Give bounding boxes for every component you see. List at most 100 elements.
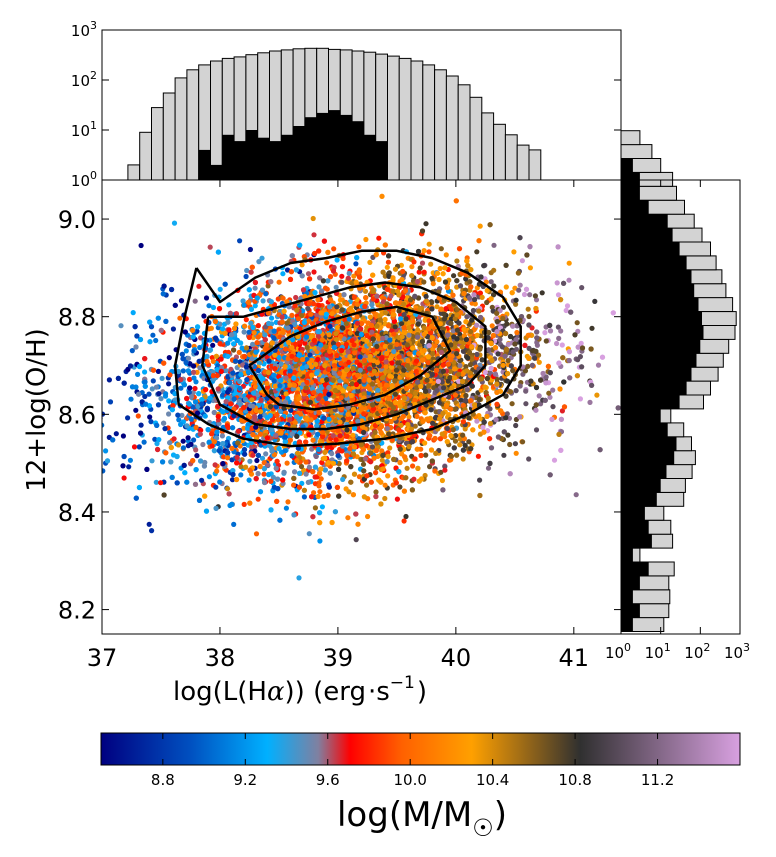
scatter-point (156, 437, 162, 443)
scatter-point (237, 238, 243, 244)
scatter-point (260, 298, 266, 304)
scatter-point (328, 297, 334, 303)
scatter-point (452, 438, 459, 444)
scatter-point (443, 252, 449, 258)
top-hist-bar-all (445, 75, 459, 181)
right-hist-bar-subsample (621, 492, 657, 507)
top-hist-bar-subsample (340, 114, 353, 180)
scatter-point (512, 441, 519, 447)
right-hist-bar-subsample (621, 186, 640, 201)
scatter-point (385, 473, 391, 479)
scatter-point (206, 303, 212, 309)
scatter-point (324, 260, 330, 266)
scatter-point (536, 359, 542, 365)
scatter-point (118, 323, 124, 329)
top-hist-bar-all (210, 60, 223, 181)
right-hist-bar-subsample (621, 395, 680, 409)
scatter-point (196, 283, 202, 289)
scatter-point (360, 461, 367, 467)
scatter-point (243, 273, 249, 280)
top-hist-bar-all (174, 77, 188, 181)
scatter-point (79, 348, 84, 353)
scatter-point (133, 407, 139, 413)
main-scatter-panel: 37 38 39 40 418.28.48.68.89.0 log(L(Hα)) (er… (22, 179, 622, 707)
scatter-point (388, 293, 394, 299)
scatter-point (311, 232, 317, 238)
right-hist-xtick-label: 100 (605, 641, 631, 662)
right-hist-bar-subsample (621, 172, 640, 187)
scatter-point (167, 429, 173, 436)
scatter-point (149, 528, 155, 534)
scatter-point (368, 450, 374, 456)
scatter-point (210, 342, 216, 348)
scatter-point (192, 298, 198, 304)
scatter-point (138, 242, 144, 249)
right-hist-bar-subsample (621, 450, 675, 465)
scatter-point (259, 455, 266, 461)
right-hist-bar-subsample (621, 242, 680, 256)
scatter-point (306, 531, 312, 537)
scatter-point (484, 299, 490, 306)
scatter-point (194, 453, 200, 459)
scatter-point (485, 465, 492, 471)
scatter-point (503, 284, 509, 290)
scatter-point (135, 413, 141, 419)
scatter-point (81, 343, 86, 348)
right-hist-bar-subsample (621, 603, 640, 618)
right-hist-bar-subsample (621, 436, 677, 451)
top-hist-bar-all (493, 123, 506, 181)
right-hist-bar-subsample (621, 409, 661, 423)
scatter-point (299, 262, 305, 268)
scatter-point (263, 451, 269, 457)
scatter-point (367, 259, 373, 265)
top-hist-bar-subsample (245, 130, 258, 180)
scatter-point (384, 264, 390, 270)
scatter-point (376, 235, 382, 241)
scatter-point (229, 477, 236, 483)
scatter-point (130, 310, 136, 316)
top-hist-ytick-label: 101 (71, 119, 97, 140)
top-hist-bar-subsample (269, 141, 282, 180)
scatter-point (82, 386, 87, 391)
scatter-point (547, 394, 553, 400)
top-hist-bar-subsample (210, 164, 223, 180)
top-hist-bar-subsample (257, 137, 270, 180)
scatter-point (373, 470, 379, 476)
scatter-point (589, 325, 595, 331)
scatter-point (84, 368, 89, 373)
scatter-point (316, 284, 322, 290)
scatter-point (497, 336, 503, 343)
scatter-point (563, 307, 569, 314)
scatter-point (179, 412, 185, 418)
scatter-point (345, 515, 351, 521)
scatter-point (382, 316, 388, 323)
right-hist-bar-subsample (621, 228, 673, 242)
scatter-point (150, 332, 156, 338)
top-hist-bar-subsample (281, 134, 294, 180)
scatter-point (75, 394, 80, 399)
top-hist-bar-subsample (234, 141, 246, 180)
scatter-point (339, 273, 345, 279)
scatter-point (578, 340, 584, 346)
scatter-point (457, 436, 463, 442)
right-hist-bar-subsample (621, 297, 699, 312)
scatter-point (113, 431, 119, 437)
scatter-point (315, 493, 321, 500)
top-hist-bar-subsample (198, 149, 211, 180)
scatter-point (488, 279, 494, 285)
scatter-point (276, 279, 282, 285)
scatter-point (546, 390, 552, 396)
scatter-point (152, 436, 158, 442)
scatter-point (54, 483, 59, 488)
right-hist-bar-subsample (621, 534, 652, 549)
scatter-point (293, 294, 299, 301)
scatter-point (253, 531, 260, 537)
right-hist-bar-subsample (621, 520, 649, 535)
scatter-point (142, 393, 148, 400)
scatter-point (491, 283, 497, 289)
right-hist-bar-subsample (621, 367, 692, 382)
scatter-point (255, 496, 261, 502)
top-hist-ytick-label: 100 (71, 169, 97, 190)
scatter-point (261, 471, 267, 477)
